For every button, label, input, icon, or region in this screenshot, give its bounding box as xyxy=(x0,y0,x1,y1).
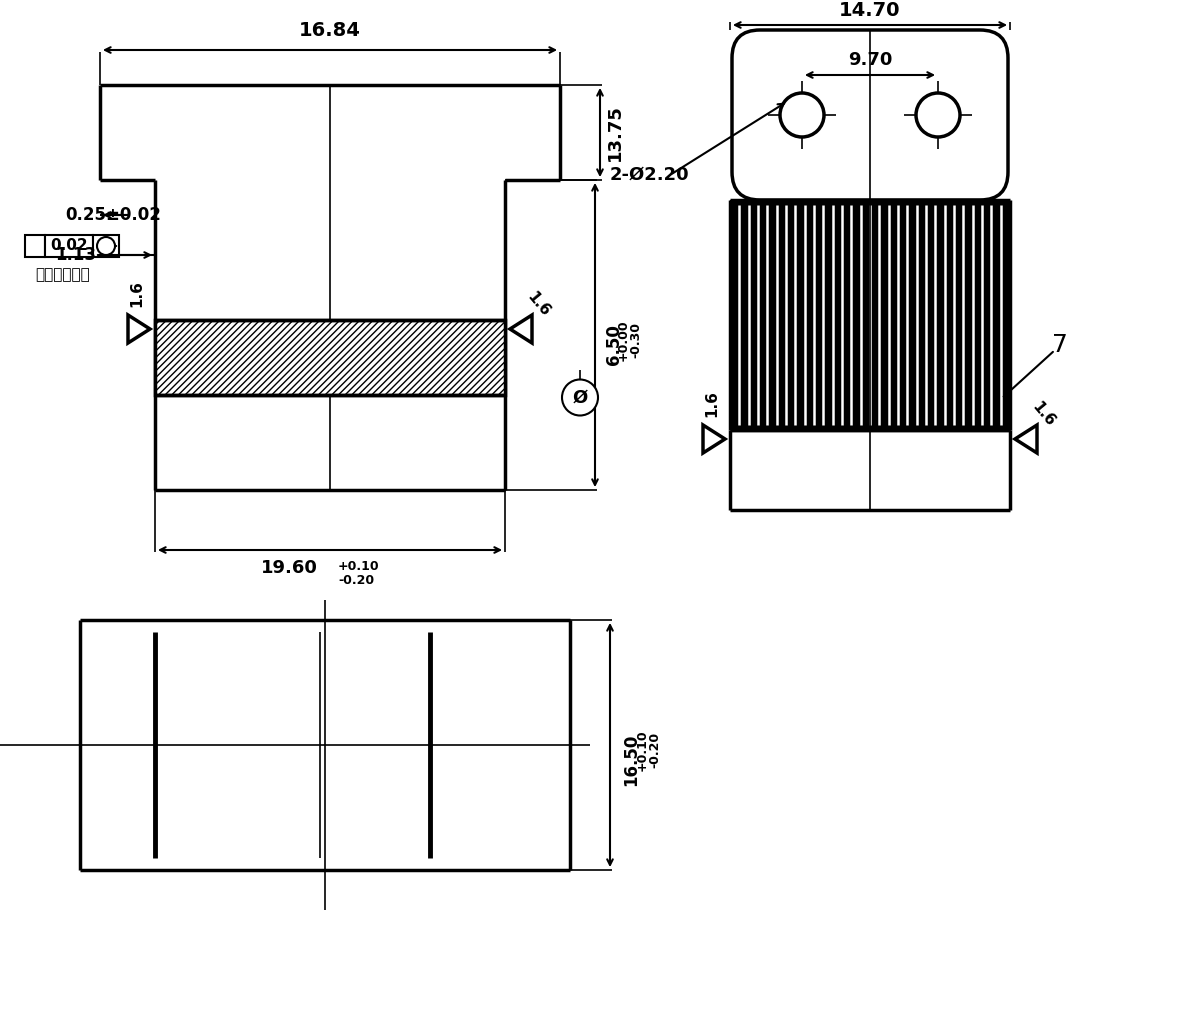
Text: 16.50: 16.50 xyxy=(622,734,640,786)
Text: -0.20: -0.20 xyxy=(338,574,374,587)
Circle shape xyxy=(562,379,599,415)
Text: 14.70: 14.70 xyxy=(839,0,901,20)
Text: 6.50: 6.50 xyxy=(605,325,624,365)
Text: 0.25±0.02: 0.25±0.02 xyxy=(65,206,161,224)
Text: +0.10: +0.10 xyxy=(635,729,649,771)
Text: 19.60: 19.60 xyxy=(261,559,318,577)
Text: -0.30: -0.30 xyxy=(630,322,641,358)
Bar xyxy=(93,235,119,257)
Text: 1.13: 1.13 xyxy=(55,246,96,264)
Text: 16.84: 16.84 xyxy=(299,21,361,39)
Text: 2-Ø2.20: 2-Ø2.20 xyxy=(610,166,690,184)
Text: S: S xyxy=(102,240,109,253)
Text: （裂四周边）: （裂四周边） xyxy=(35,267,89,283)
Text: 1.6: 1.6 xyxy=(130,280,144,307)
Circle shape xyxy=(916,93,960,137)
Circle shape xyxy=(98,237,115,255)
Text: 1.6: 1.6 xyxy=(524,290,552,320)
Text: +0.00: +0.00 xyxy=(616,319,630,361)
Bar xyxy=(155,320,505,395)
Text: Ø: Ø xyxy=(572,389,588,406)
Text: 1.6: 1.6 xyxy=(1028,400,1058,430)
Circle shape xyxy=(779,93,823,137)
FancyBboxPatch shape xyxy=(732,30,1008,200)
Text: 1.6: 1.6 xyxy=(704,390,720,417)
Text: 9.70: 9.70 xyxy=(847,51,892,69)
Bar xyxy=(729,200,1010,430)
Text: 7: 7 xyxy=(1052,333,1067,357)
Text: +0.10: +0.10 xyxy=(338,560,380,573)
Bar xyxy=(25,235,45,257)
Text: -0.20: -0.20 xyxy=(649,732,660,768)
Bar xyxy=(45,235,93,257)
Text: 0.02: 0.02 xyxy=(50,238,88,254)
Text: 13.75: 13.75 xyxy=(606,104,624,161)
